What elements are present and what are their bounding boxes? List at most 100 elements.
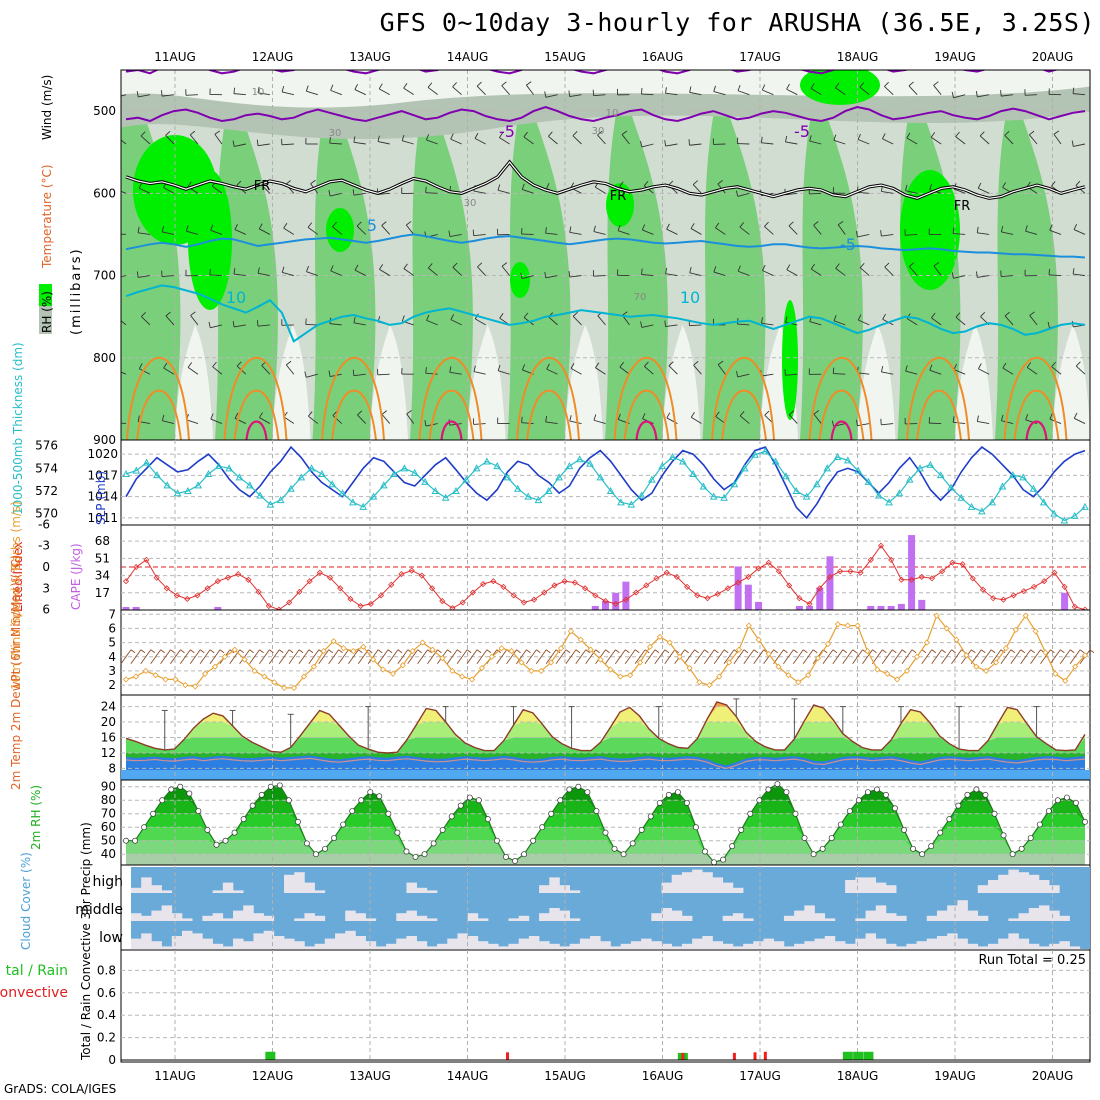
thickness-tick-label: 572	[35, 484, 58, 498]
rh-marker	[756, 797, 763, 804]
wind10m-barb	[496, 649, 508, 665]
wind10m-barb	[298, 649, 310, 665]
thickness-marker	[493, 462, 502, 470]
wind10m-marker	[172, 676, 179, 683]
wind-barb-feather	[855, 230, 858, 238]
lifted-index-marker	[306, 578, 313, 585]
wind-barb	[905, 370, 918, 375]
thickness-marker	[235, 473, 244, 481]
rh-marker	[394, 829, 401, 836]
wind10m-marker	[231, 646, 238, 653]
wind-tick-label: 5	[108, 636, 116, 650]
wind10m-barb-feather	[526, 649, 531, 654]
wind-barb	[715, 416, 726, 424]
wind-barb	[476, 85, 486, 95]
date-label-bottom: 19AUG	[934, 1069, 976, 1083]
cloud-high-bar	[875, 882, 887, 893]
wind-barb-feather	[521, 416, 523, 423]
contour-plus5	[125, 233, 1086, 259]
wind-barb	[665, 273, 678, 277]
wind10m-barb	[525, 649, 537, 665]
wind10m-marker	[360, 643, 367, 650]
cloud-low-bar	[661, 943, 673, 949]
cloud-low-bar	[406, 936, 417, 949]
wind-barb	[477, 266, 486, 276]
wind-barb	[813, 224, 822, 235]
wind-barb	[859, 267, 870, 276]
cape-bar	[622, 581, 630, 610]
rh-marker	[928, 843, 935, 850]
wind-barb	[1025, 419, 1038, 424]
cloud-high-bar	[987, 880, 999, 893]
cloud-middle-bar	[406, 910, 417, 921]
thickness-marker	[142, 458, 151, 466]
wind-barb	[354, 269, 366, 276]
wind-barb	[689, 272, 702, 276]
thickness-marker	[369, 492, 378, 500]
rh-dry-valley	[175, 324, 213, 440]
thickness-marker	[338, 489, 347, 497]
wind10m-barb	[150, 649, 162, 665]
wind10m-barb-feather	[694, 649, 699, 654]
date-label-top: 13AUG	[349, 50, 391, 64]
wind-barb-feather	[281, 266, 285, 273]
wind-barb-feather	[137, 226, 140, 233]
cloud-middle-bar	[794, 910, 805, 921]
rh-marker	[946, 816, 953, 823]
wind-barb-feather	[713, 266, 717, 273]
wind-barb	[572, 315, 582, 326]
cloud-low-bar	[345, 930, 356, 949]
wind-barb	[377, 373, 390, 376]
wind-barb-feather	[403, 82, 408, 89]
date-label-top: 11AUG	[154, 50, 196, 64]
rh-dry-valley	[467, 324, 506, 440]
rh-saturated-patch	[900, 170, 960, 290]
wind10m-barb	[1000, 649, 1012, 665]
wind10m-barb	[179, 649, 191, 665]
wind-barb	[1049, 229, 1062, 235]
cloud-low-bar	[590, 936, 601, 949]
wind-barb-feather	[572, 311, 578, 317]
lifted-index-marker	[806, 600, 813, 607]
wind10m-barb	[1049, 649, 1061, 665]
rh-marker	[991, 810, 998, 817]
cloud-low-bar	[314, 943, 326, 949]
wind-barb	[689, 324, 702, 327]
cape-bar	[816, 587, 824, 610]
rh-contour-label: 30	[464, 198, 477, 209]
wind-barb	[140, 135, 151, 145]
wind-barb	[1074, 417, 1086, 424]
lifted-index-marker	[694, 592, 701, 599]
wind10m-barb	[694, 649, 705, 665]
cloud-low-bar	[753, 941, 764, 949]
rh-marker	[267, 783, 274, 790]
wind10m-barb-feather	[1050, 649, 1055, 654]
wind10m-marker	[814, 655, 822, 662]
wind10m-marker	[122, 676, 130, 683]
wind-barb-feather	[450, 133, 454, 140]
cloud-row-label: low	[99, 930, 123, 946]
cloud-low-bar	[947, 933, 958, 949]
wind10m-marker	[745, 622, 752, 629]
lifted-index-marker	[418, 572, 425, 579]
wind-barb-feather	[165, 311, 171, 317]
cloud-high-bar	[161, 890, 173, 893]
rh-marker	[1045, 808, 1052, 814]
wind10m-marker	[923, 639, 930, 646]
cloud-high-bar	[671, 874, 683, 893]
temp2m-axis-label: 2m Temp 2m DewPt (6hr Min/Max) (°C)	[9, 555, 23, 790]
rh-dry-valley	[1052, 324, 1090, 440]
rh-marker	[683, 799, 690, 806]
wind-barb	[161, 94, 175, 97]
wind-barb-feather	[452, 82, 457, 88]
wind-barb-feather	[736, 370, 739, 378]
thickness-marker	[276, 496, 285, 504]
wind-barb-feather	[426, 314, 430, 321]
lifted-index-marker	[428, 585, 436, 592]
cloud-high-bar	[722, 882, 734, 893]
rh-marker	[738, 826, 745, 833]
wind-barb	[449, 371, 462, 375]
wind10m-barb-feather	[447, 649, 452, 654]
wind-barb-feather	[1002, 362, 1007, 369]
rh-marker	[864, 789, 871, 796]
